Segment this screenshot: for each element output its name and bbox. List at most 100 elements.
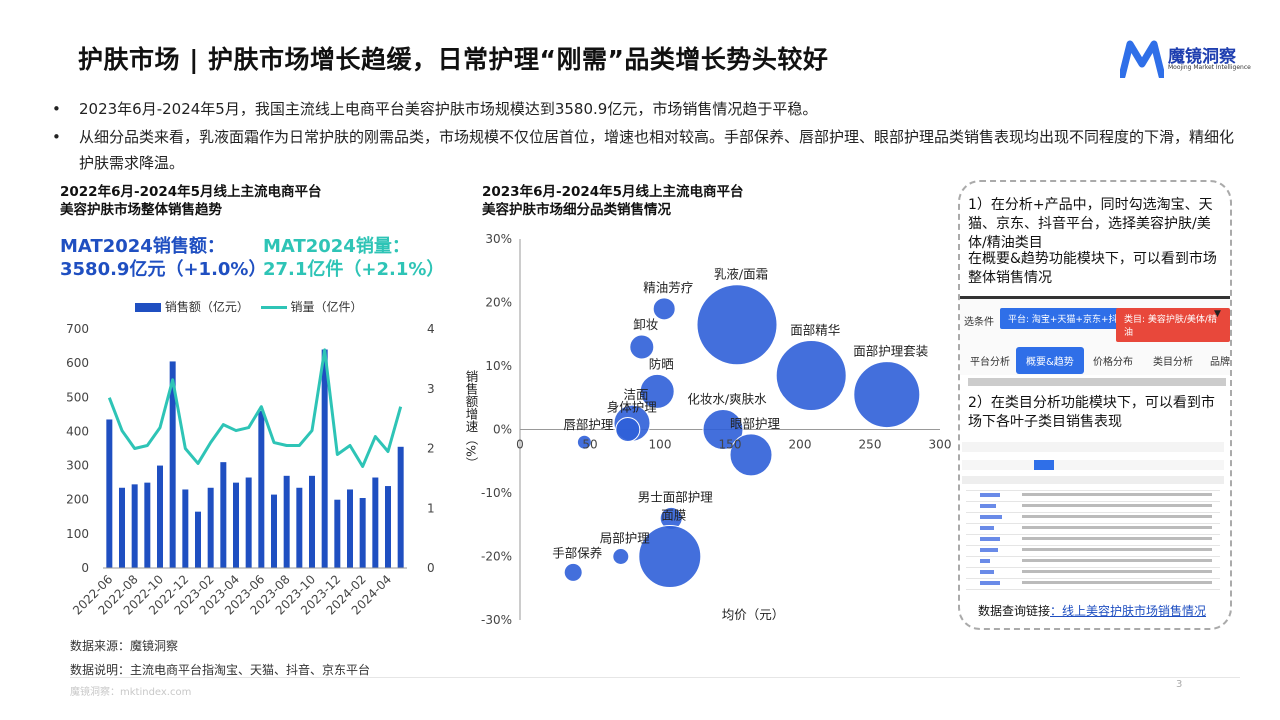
y-tick-label: 20% <box>485 296 512 310</box>
sales-bar <box>321 349 328 568</box>
brand-logo: 魔镜洞察 Moojing Market Intelligence <box>1120 38 1251 78</box>
bubble-label: 手部保养 <box>552 545 602 560</box>
sales-bar <box>271 494 277 568</box>
mat-sales-value: 3580.9亿元（+1.0%） <box>60 259 267 280</box>
sales-bar <box>258 410 265 568</box>
bubble <box>775 340 847 412</box>
bullet-text: 从细分品类来看，乳液面霜作为日常护肤的刚需品类，市场规模不仅位居首位，增速也相对… <box>79 128 1235 172</box>
y-axis-title: 销售额增速（%） <box>464 370 479 469</box>
bullet-dot: • <box>52 100 61 118</box>
bubble <box>563 562 583 582</box>
left-chart-title-1: 2022年6月-2024年5月线上主流电商平台 <box>60 184 322 200</box>
y-tick-label: -20% <box>481 550 512 564</box>
divider <box>960 296 1230 299</box>
bullet-1: • 2023年6月-2024年5月，我国主流线上电商平台美容护肤市场规模达到35… <box>52 96 1252 122</box>
platform-filter-button[interactable]: 平台: 淘宝+天猫+京东+抖音 <box>1000 308 1135 329</box>
y-right-tick-label: 3 <box>427 382 435 396</box>
volume-line <box>107 348 403 468</box>
sales-trend-chart: 0100200300400500600700012342022-062022-0… <box>66 322 435 618</box>
sales-bar <box>334 499 341 568</box>
sales-bar <box>131 484 138 568</box>
bubble-label: 化妆水/爽肤水 <box>687 392 767 407</box>
y-left-tick-label: 600 <box>66 356 89 370</box>
y-left-tick-label: 200 <box>66 493 89 507</box>
y-left-tick-label: 500 <box>66 390 89 404</box>
category-filter-button[interactable]: 类目: 美容护肤/美体/精油 <box>1116 308 1230 342</box>
mat-volume-value: 27.1亿件（+2.1%） <box>263 259 445 280</box>
sales-bar <box>182 489 189 568</box>
watermark: 魔镜洞察：mktindex.com <box>70 687 192 698</box>
guide-step-1: 1）在分析+产品中，同时勾选淘宝、天猫、京东、抖音平台，选择美容护肤/美体/精油… <box>968 197 1213 251</box>
bubble-label: 身体护理 <box>607 400 658 415</box>
page-title: 护肤市场 | 护肤市场增长趋缓，日常护理“刚需”品类增长势头较好 <box>78 45 829 74</box>
tab-brand[interactable]: 品牌 <box>1210 357 1230 368</box>
sales-bar <box>245 477 252 568</box>
tab-category[interactable]: 类目分析 <box>1153 357 1193 368</box>
bubble <box>696 284 778 366</box>
bullet-dot: • <box>52 128 61 146</box>
bubble-label: 局部护理 <box>600 531 651 546</box>
bubble-label: 卸妆 <box>633 317 658 332</box>
y-left-tick-label: 700 <box>66 322 89 336</box>
y-tick-label: 30% <box>485 232 512 246</box>
logo-subtitle: Moojing Market Intelligence <box>1168 64 1251 71</box>
category-bubble-chart: -30% -20% -10% 0% 10% 20% 30% 0 50 100 150 200 250 30… <box>464 232 952 627</box>
y-right-tick-label: 4 <box>427 322 435 336</box>
filter-screenshot: 选条件 平台: 淘宝+天猫+京东+抖音 类目: 美容护肤/美体/精油 ▼ 平台分… <box>960 299 1230 375</box>
sales-bar <box>283 475 290 568</box>
sales-bar <box>309 475 315 568</box>
bubble-label: 洁面 <box>623 387 648 402</box>
sales-bar <box>359 498 366 568</box>
sales-bar <box>119 487 125 568</box>
y-tick-label: 0% <box>493 423 512 437</box>
tab-platform[interactable]: 平台分析 <box>970 357 1010 368</box>
chevron-down-icon[interactable]: ▼ <box>1214 309 1221 319</box>
right-chart-title-2: 美容护肤市场细分品类销售情况 <box>482 202 671 218</box>
bubble <box>615 417 641 442</box>
bubble-label: 面部护理套装 <box>853 344 928 359</box>
bubble <box>638 525 702 588</box>
x-tick-label: 100 <box>649 438 672 452</box>
mat-sales-label: MAT2024销售额： <box>60 236 225 257</box>
legend-bar-swatch <box>135 303 161 312</box>
data-link-prefix: 数据查询链接 <box>978 604 1051 618</box>
bubble-label: 唇部护理 <box>563 417 614 432</box>
bubble-label: 精油芳疗 <box>643 280 693 295</box>
tab-overview[interactable]: 概要&趋势 <box>1016 347 1084 374</box>
tab-price[interactable]: 价格分布 <box>1093 357 1133 368</box>
y-right-tick-label: 0 <box>427 561 435 575</box>
bubble-label: 男士面部护理 <box>638 489 714 504</box>
left-legend: 销售额（亿元） 销量（亿件） <box>135 298 363 315</box>
bubble <box>576 434 592 450</box>
x-tick-label: 300 <box>929 438 952 452</box>
x-tick-label: 0 <box>516 438 524 452</box>
left-chart-title-2: 美容护肤市场整体销售趋势 <box>60 202 222 218</box>
sales-bar <box>233 482 239 568</box>
sales-bar <box>207 487 214 568</box>
mat-volume-label: MAT2024销量： <box>263 236 410 257</box>
data-query-link[interactable]: ：线上美容护肤市场销售情况 <box>1050 604 1207 618</box>
bubble <box>853 361 921 429</box>
bubble <box>652 297 676 321</box>
bubble-label: 防晒 <box>649 356 674 371</box>
y-left-tick-label: 400 <box>66 424 89 438</box>
sales-bar <box>372 477 379 568</box>
page-number: 3 <box>1176 679 1183 690</box>
sales-bar <box>220 462 227 568</box>
bubble <box>629 334 655 360</box>
sales-bar <box>195 511 201 568</box>
bubble-label: 眼部护理 <box>730 416 781 431</box>
scrollbar[interactable] <box>968 378 1226 386</box>
category-table-screenshot <box>962 440 1224 600</box>
guide-step-1b: 在概要&趋势功能模块下，可以看到市场整体销售情况 <box>968 251 1217 286</box>
legend-line-label: 销量（亿件） <box>290 300 363 314</box>
guide-step-2: 2）在类目分析功能模块下，可以看到市场下各叶子类目销售表现 <box>968 395 1215 430</box>
footer-divider <box>70 677 1240 678</box>
bullet-2: • 从细分品类来看，乳液面霜作为日常护肤的刚需品类，市场规模不仅位居首位，增速也… <box>52 124 1252 176</box>
x-tick-label: 50 <box>582 438 597 452</box>
legend-bar-label: 销售额（亿元） <box>164 300 249 314</box>
y-tick-label: -10% <box>481 486 512 500</box>
sales-bar <box>106 419 113 568</box>
y-left-tick-label: 0 <box>81 561 89 575</box>
bubble <box>639 373 675 409</box>
